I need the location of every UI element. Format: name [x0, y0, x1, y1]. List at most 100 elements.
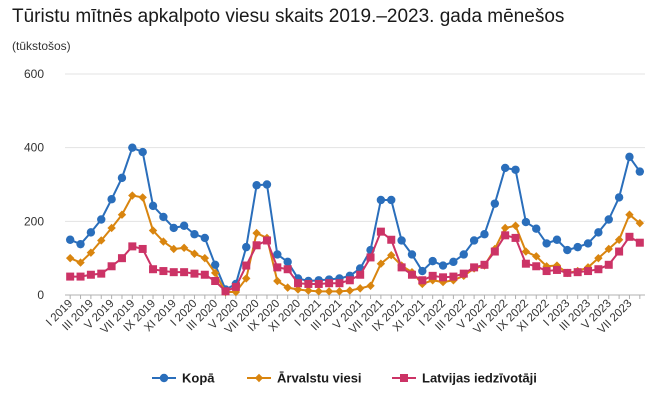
data-point[interactable] [97, 269, 106, 278]
data-point[interactable] [490, 199, 500, 208]
data-point[interactable] [449, 257, 458, 267]
data-point[interactable] [552, 261, 562, 270]
data-point[interactable] [76, 272, 85, 281]
data-point[interactable] [387, 195, 396, 205]
data-point[interactable] [283, 265, 292, 274]
data-point[interactable] [335, 287, 344, 296]
data-point[interactable] [97, 215, 106, 224]
data-point[interactable] [221, 287, 230, 296]
data-point[interactable] [397, 236, 406, 245]
data-point[interactable] [148, 226, 158, 235]
data-point[interactable] [66, 272, 75, 281]
data-point[interactable] [117, 210, 127, 219]
data-point[interactable] [231, 287, 241, 297]
data-point[interactable] [387, 235, 396, 244]
data-point[interactable] [304, 286, 313, 295]
data-point[interactable] [107, 195, 116, 204]
data-point[interactable] [107, 262, 116, 271]
legend-marker[interactable] [254, 373, 264, 383]
data-point[interactable] [459, 269, 468, 278]
data-point[interactable] [242, 274, 251, 283]
data-point[interactable] [242, 242, 251, 252]
data-point[interactable] [635, 167, 645, 176]
data-point[interactable] [138, 244, 147, 253]
legend-item[interactable]: Ārvalstu viesi [247, 371, 362, 386]
data-point[interactable] [480, 230, 489, 239]
data-point[interactable] [418, 266, 427, 276]
data-point[interactable] [532, 224, 541, 233]
data-point[interactable] [190, 249, 199, 258]
data-point[interactable] [625, 232, 634, 241]
data-point[interactable] [86, 228, 96, 237]
data-point[interactable] [521, 247, 531, 256]
data-point[interactable] [376, 227, 385, 236]
data-point[interactable] [76, 258, 85, 267]
data-point[interactable] [231, 282, 240, 291]
data-point[interactable] [397, 263, 406, 272]
data-point[interactable] [200, 253, 210, 263]
data-point[interactable] [490, 247, 499, 256]
data-point[interactable] [335, 279, 344, 288]
data-point[interactable] [210, 268, 220, 278]
data-point[interactable] [138, 147, 147, 157]
data-point[interactable] [190, 269, 199, 278]
legend[interactable]: Kopā Ārvalstu viesi Latvijas iedzīvotāji [152, 371, 537, 386]
data-point[interactable] [293, 285, 303, 294]
data-point[interactable] [459, 250, 468, 259]
data-point[interactable] [625, 210, 634, 219]
data-point[interactable] [273, 250, 282, 259]
data-point[interactable] [563, 268, 572, 277]
data-point[interactable] [449, 272, 458, 281]
data-point[interactable] [552, 235, 562, 244]
data-point[interactable] [345, 286, 355, 295]
data-point[interactable] [480, 260, 489, 269]
data-point[interactable] [532, 262, 541, 271]
data-point[interactable] [552, 265, 561, 274]
data-point[interactable] [614, 235, 624, 244]
data-point[interactable] [376, 195, 386, 205]
data-point[interactable] [159, 267, 168, 276]
data-point[interactable] [594, 228, 603, 237]
data-point[interactable] [532, 252, 541, 261]
data-point[interactable] [117, 173, 127, 183]
data-point[interactable] [614, 193, 624, 202]
data-point[interactable] [594, 253, 603, 263]
data-point[interactable] [159, 237, 168, 246]
data-point[interactable] [542, 239, 551, 248]
data-point[interactable] [211, 277, 220, 286]
data-point[interactable] [159, 212, 168, 222]
data-point[interactable] [86, 248, 96, 257]
data-point[interactable] [169, 268, 178, 277]
data-point[interactable] [86, 270, 95, 279]
data-point[interactable] [148, 201, 158, 211]
data-point[interactable] [356, 270, 365, 279]
data-point[interactable] [438, 261, 448, 270]
data-point[interactable] [273, 276, 282, 286]
data-point[interactable] [387, 251, 396, 260]
data-point[interactable] [262, 180, 272, 189]
data-point[interactable] [573, 268, 582, 277]
data-point[interactable] [76, 239, 85, 249]
data-point[interactable] [273, 263, 282, 272]
data-point[interactable] [200, 270, 209, 279]
data-point[interactable] [355, 284, 365, 293]
data-point[interactable] [573, 242, 582, 252]
data-point[interactable] [65, 235, 75, 244]
data-point[interactable] [149, 265, 158, 274]
data-point[interactable] [128, 191, 137, 200]
data-point[interactable] [615, 247, 624, 256]
data-point[interactable] [500, 223, 510, 233]
data-point[interactable] [428, 271, 437, 280]
data-point[interactable] [200, 233, 210, 243]
data-point[interactable] [107, 223, 116, 233]
data-point[interactable] [604, 260, 613, 269]
data-point[interactable] [179, 221, 189, 230]
legend-item[interactable]: Latvijas iedzīvotāji [392, 371, 537, 386]
data-point[interactable] [283, 283, 292, 292]
data-point[interactable] [428, 256, 437, 266]
data-point[interactable] [169, 244, 178, 254]
legend-item[interactable]: Kopā [152, 371, 215, 386]
data-point[interactable] [407, 270, 416, 279]
data-point[interactable] [190, 230, 199, 239]
data-point[interactable] [439, 273, 448, 282]
